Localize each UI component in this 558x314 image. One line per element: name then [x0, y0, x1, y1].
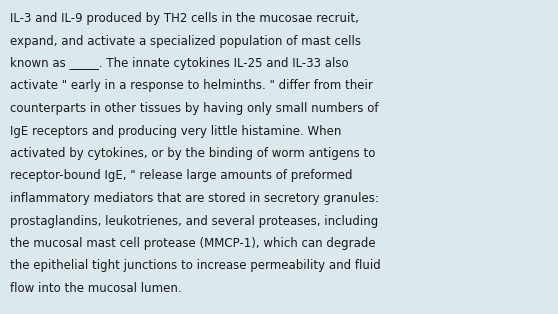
Text: activated by cytokines, or by the binding of worm antigens to: activated by cytokines, or by the bindin…: [10, 147, 376, 160]
Text: the mucosal mast cell protease (MMCP-1), which can degrade: the mucosal mast cell protease (MMCP-1),…: [10, 237, 376, 250]
Text: IL-3 and IL-9 produced by TH2 cells in the mucosae recruit,: IL-3 and IL-9 produced by TH2 cells in t…: [10, 12, 359, 25]
Text: known as _____. The innate cytokines IL-25 and IL-33 also: known as _____. The innate cytokines IL-…: [10, 57, 349, 70]
Text: flow into the mucosal lumen.: flow into the mucosal lumen.: [10, 282, 181, 295]
Text: IgE receptors and producing very little histamine. When: IgE receptors and producing very little …: [10, 124, 341, 138]
Text: the epithelial tight junctions to increase permeability and fluid: the epithelial tight junctions to increa…: [10, 259, 381, 273]
Text: activate " early in a response to helminths. " differ from their: activate " early in a response to helmin…: [10, 79, 373, 93]
Text: expand, and activate a specialized population of mast cells: expand, and activate a specialized popul…: [10, 35, 361, 47]
Text: receptor-bound IgE, " release large amounts of preformed: receptor-bound IgE, " release large amou…: [10, 170, 353, 182]
Text: inflammatory mediators that are stored in secretory granules:: inflammatory mediators that are stored i…: [10, 192, 379, 205]
Text: counterparts in other tissues by having only small numbers of: counterparts in other tissues by having …: [10, 102, 378, 115]
Text: prostaglandins, leukotrienes, and several proteases, including: prostaglandins, leukotrienes, and severa…: [10, 214, 378, 228]
